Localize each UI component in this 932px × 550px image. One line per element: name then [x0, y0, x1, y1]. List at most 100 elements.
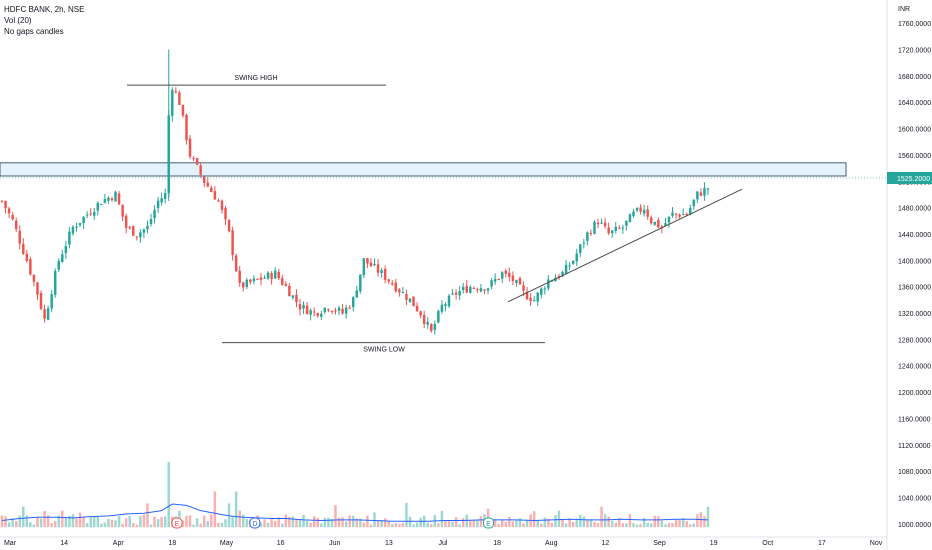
candle-body: [327, 309, 330, 311]
candle-body: [461, 286, 465, 291]
candle: [355, 285, 359, 298]
candle-body: [359, 274, 362, 292]
volume-bar: [82, 516, 85, 528]
event-marker[interactable]: E: [483, 517, 495, 529]
candle: [22, 238, 25, 256]
y-tick-label: 1040.0000: [898, 495, 931, 502]
candle: [529, 293, 532, 306]
option-label[interactable]: No gaps candles: [4, 27, 64, 36]
volume-bar: [522, 523, 525, 528]
candle: [401, 287, 405, 294]
candle-body: [320, 313, 323, 317]
candle-body: [667, 216, 671, 223]
candle-body: [202, 176, 206, 183]
resistance-zone[interactable]: [0, 162, 847, 177]
volume-bar: [430, 524, 433, 528]
candle-body: [465, 285, 468, 293]
y-tick-label: 1160.0000: [898, 416, 931, 423]
candle-body: [472, 287, 476, 289]
candle-body: [610, 230, 614, 234]
volume-bar: [575, 518, 578, 528]
candle-body: [135, 236, 139, 238]
candle-body: [586, 232, 589, 241]
candle-body: [124, 215, 128, 228]
volume-bar: [146, 503, 149, 528]
candle-body: [114, 191, 117, 202]
candle: [571, 259, 575, 265]
candle-body: [337, 307, 341, 311]
candle-body: [433, 323, 437, 330]
candle-body: [227, 219, 231, 232]
candle: [554, 274, 557, 282]
volume-bar: [405, 502, 408, 528]
candle: [359, 274, 362, 294]
candle: [706, 187, 710, 196]
candle-body: [706, 188, 710, 190]
volume-bar: [64, 517, 68, 528]
candle: [163, 188, 167, 204]
volume-bar: [607, 516, 610, 528]
price-axis[interactable]: INR 1760.0000 1720.0000 1680.0000 1640.0000 1…: [886, 0, 932, 550]
volume-bar: [383, 518, 387, 528]
candle: [408, 298, 412, 303]
candle: [256, 278, 259, 280]
candle-body: [242, 282, 245, 288]
candle-body: [561, 272, 564, 277]
volume-bar: [78, 512, 82, 528]
volume-bar: [564, 523, 568, 528]
volume-bar: [160, 517, 163, 528]
y-tick-label: 1200.0000: [898, 390, 931, 397]
candle: [124, 213, 128, 234]
volume-bar: [75, 518, 78, 528]
candle-body: [625, 220, 628, 226]
volume-bar: [110, 519, 114, 528]
volume-bar: [202, 515, 206, 528]
time-axis[interactable]: Mar 14 Apr 18 May 16 Jun 13 Jul 18 Aug 12 Sep 19 Oct 17…: [0, 536, 887, 547]
candle-body: [25, 253, 29, 262]
candle: [532, 296, 536, 302]
candle-body: [635, 207, 639, 211]
candle-body: [607, 227, 610, 234]
x-tick-label: 13: [385, 540, 393, 547]
volume-bar: [550, 523, 554, 528]
candle-body: [29, 259, 32, 275]
candle-body: [415, 305, 419, 312]
candle-body: [703, 187, 706, 196]
candle: [610, 229, 614, 238]
candle: [454, 289, 458, 300]
y-tick-label: 1560.0000: [898, 153, 931, 160]
candle: [188, 135, 192, 160]
candle: [504, 268, 508, 278]
candle: [337, 305, 341, 316]
swing-high-label: SWING HIGH: [234, 75, 277, 82]
candle: [536, 291, 539, 307]
volume-bar: [25, 515, 29, 528]
candle-body: [351, 297, 355, 308]
event-marker[interactable]: E: [171, 517, 183, 529]
candle: [692, 199, 696, 210]
candle-body: [249, 279, 252, 283]
volume-bar: [508, 516, 511, 528]
volume-bar: [493, 519, 497, 528]
candle: [312, 307, 316, 317]
volume-bar: [401, 522, 405, 528]
candle-body: [256, 278, 259, 280]
candle: [195, 157, 199, 166]
candle: [703, 182, 706, 201]
volume-bar: [124, 518, 128, 528]
candle: [366, 257, 369, 269]
candle: [64, 240, 68, 259]
event-marker[interactable]: D: [249, 517, 261, 529]
volume-indicator-label[interactable]: Vol (20): [4, 16, 32, 25]
candle: [518, 276, 522, 285]
candle: [245, 277, 249, 289]
symbol-label[interactable]: HDFC BANK, 2h, NSE: [4, 5, 85, 14]
volume-bar: [351, 515, 355, 528]
candle-body: [213, 191, 217, 200]
volume-bar: [114, 520, 117, 528]
drawings-layer[interactable]: SWING HIGH SWING LOW: [0, 75, 886, 354]
candle: [614, 221, 617, 234]
volume-bar: [515, 519, 518, 528]
